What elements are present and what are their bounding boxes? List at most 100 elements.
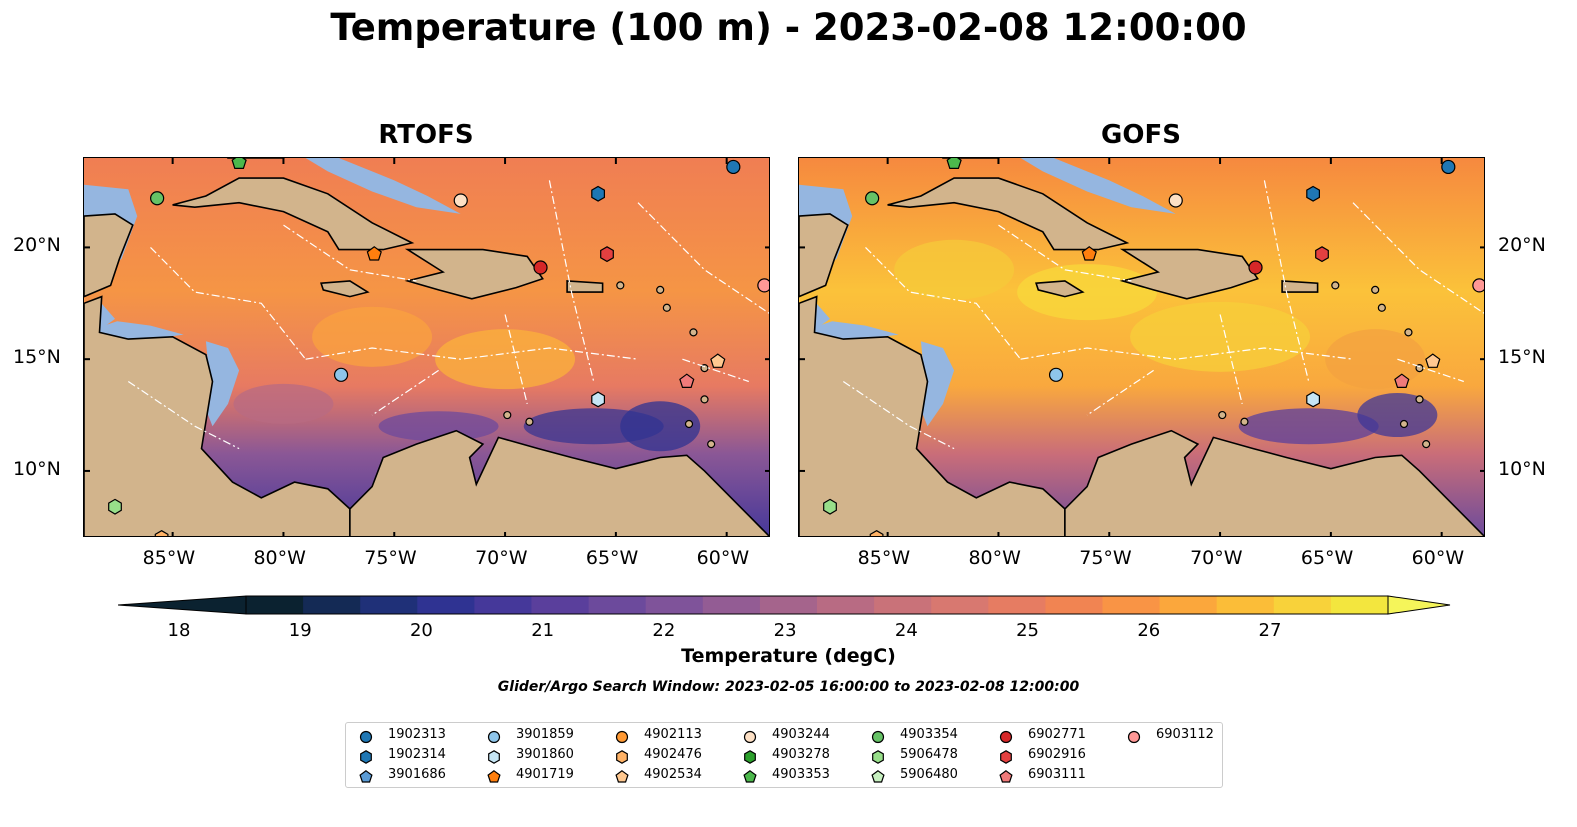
legend-marker-circle [871, 730, 885, 744]
island [656, 285, 665, 294]
temperature-eddy [233, 383, 334, 424]
temperature-eddy [435, 329, 576, 390]
shelf-bahamas [305, 158, 461, 214]
legend-marker-pentagon [999, 770, 1013, 783]
land-jamaica [1035, 280, 1085, 298]
temperature-eddy [1130, 301, 1311, 372]
land-yucatan [799, 213, 849, 298]
legend-label: 6903111 [1028, 767, 1086, 782]
float-marker-4902476 [154, 530, 169, 536]
lon-tick-label: 80°W [968, 547, 1021, 569]
legend-marker [1127, 730, 1141, 744]
colorbar-segment [759, 596, 818, 614]
float-marker-6903111 [1394, 373, 1410, 388]
legend-marker [488, 750, 500, 764]
lon-tick-label: 70°W [1190, 547, 1243, 569]
island [616, 281, 625, 290]
legend-marker-pentagon [359, 770, 373, 783]
legend-label: 4903278 [772, 747, 830, 762]
legend-marker-hexagon [744, 750, 756, 764]
lon-tick-label: 85°W [857, 547, 911, 569]
colorbar-segment [474, 596, 532, 614]
eez-boundary [127, 381, 240, 450]
temperature-eddy [1017, 264, 1158, 321]
legend-marker-hexagon [616, 750, 628, 764]
float-marker-6903111 [679, 373, 695, 388]
legend-marker [1000, 750, 1012, 764]
float-marker-1902313 [726, 159, 741, 175]
lat-tick-label: 20°N [13, 234, 61, 257]
shelf-honduras [814, 301, 830, 331]
land-southam [1064, 429, 1484, 536]
colorbar-segment [988, 596, 1046, 614]
eez-boundary [842, 381, 955, 450]
float-marker-4903244 [1168, 193, 1183, 208]
legend-marker-circle [1127, 730, 1141, 744]
legend-label: 4903354 [900, 727, 958, 742]
legend-label: 4902534 [644, 767, 702, 782]
temperature-eddy [894, 239, 1015, 300]
land-hispaniola [404, 248, 544, 300]
lon-tick-label: 85°W [142, 547, 196, 569]
eez-boundary [637, 202, 769, 314]
float-marker-4902534 [710, 353, 726, 368]
float-marker-1902313 [1441, 159, 1456, 175]
legend-marker [999, 730, 1013, 744]
float-marker-5906478 [823, 498, 837, 515]
legend-marker [871, 770, 885, 783]
map-panel-rtofs [83, 157, 770, 537]
eez-boundary [998, 224, 1132, 282]
colorbar-tick-label: 25 [1016, 620, 1039, 641]
island [503, 410, 512, 420]
colorbar-tick-label: 19 [288, 620, 312, 641]
lon-tick-label: 75°W [364, 547, 417, 569]
land-southam [349, 429, 769, 536]
land-jamaica [320, 280, 370, 298]
legend-marker-hexagon [488, 750, 500, 764]
legend-marker [359, 770, 373, 783]
legend-marker-hexagon [872, 750, 884, 764]
float-marker-6902771 [1248, 260, 1263, 275]
legend-label: 3901686 [388, 767, 446, 782]
temperature-eddy [312, 306, 433, 367]
lat-tick-label: 15°N [1498, 346, 1546, 369]
colorbar-segment [531, 596, 590, 614]
island [689, 328, 698, 337]
float-marker-4901719 [366, 246, 382, 261]
legend-label: 1902314 [388, 747, 446, 762]
shelf-mosquito [918, 341, 955, 427]
legend-label: 5906478 [900, 747, 958, 762]
island [1240, 417, 1249, 426]
land-cuba [172, 177, 415, 251]
eez-boundary [283, 224, 417, 282]
island [1399, 419, 1409, 429]
land-puertorico [1281, 280, 1319, 293]
float-marker-4901719 [1081, 246, 1097, 261]
legend-label: 1902313 [388, 727, 446, 742]
colorbar-tick-label: 23 [773, 620, 797, 641]
legend-marker-pentagon [615, 770, 629, 783]
legend-marker-pentagon [871, 770, 885, 783]
land-yucatan [84, 213, 134, 298]
float-marker-4903354 [865, 191, 880, 206]
island [1415, 395, 1424, 404]
colorbar-tick-label: 22 [652, 620, 676, 641]
float-marker-4903353 [946, 158, 962, 169]
lon-tick-label: 70°W [475, 547, 528, 569]
colorbar-segment [417, 596, 475, 614]
search-window-subtitle: Glider/Argo Search Window: 2023-02-05 16… [497, 679, 1080, 695]
eez-boundary [865, 246, 1022, 360]
island [1404, 328, 1413, 337]
land-puertorico [566, 280, 604, 293]
legend-marker [615, 730, 629, 744]
float-marker-1902314 [1306, 185, 1321, 202]
legend-label: 4902476 [644, 747, 702, 762]
legend-marker-pentagon [487, 770, 501, 783]
legend-marker-circle [615, 730, 629, 744]
lon-tick-label: 80°W [253, 547, 306, 569]
temperature-eddy [1357, 393, 1438, 438]
colorbar-segment [303, 596, 361, 614]
colorbar-segment [1045, 596, 1103, 614]
lon-tick-label: 60°W [1411, 547, 1465, 569]
panel-title-gofs: GOFS [1101, 120, 1181, 150]
